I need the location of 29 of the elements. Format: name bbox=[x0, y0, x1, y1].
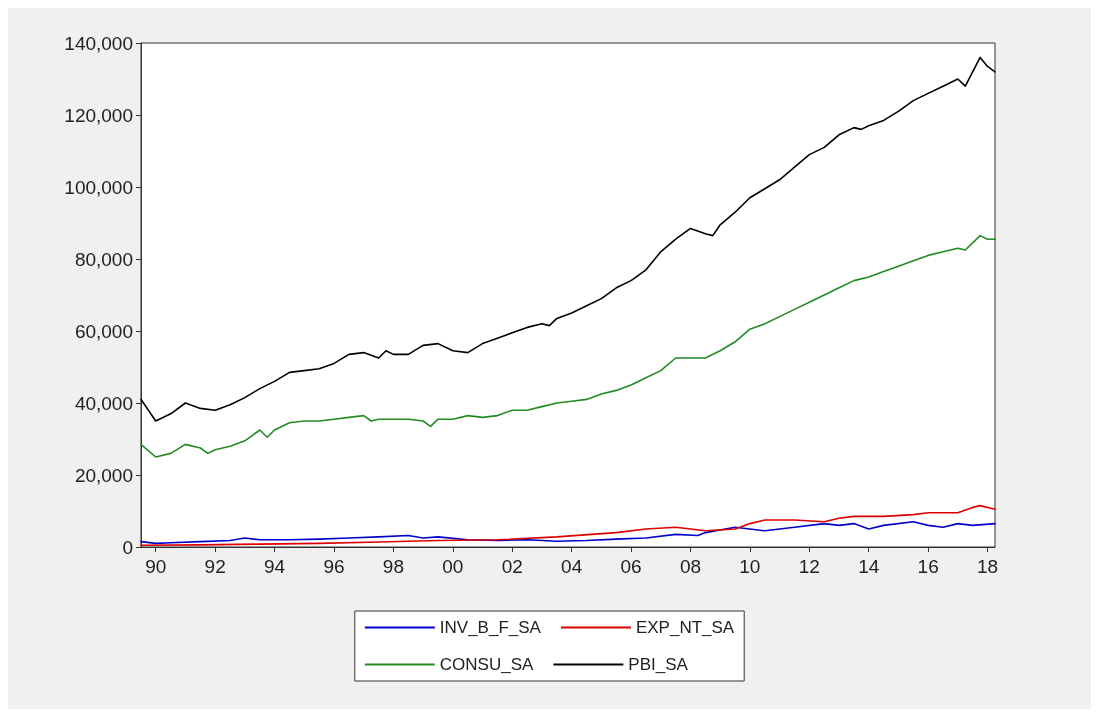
line-series bbox=[140, 234, 996, 458]
x-tick-label: 18 bbox=[976, 556, 999, 577]
x-tick-label: 08 bbox=[679, 556, 702, 577]
legend-label: CONSU_SA bbox=[439, 655, 534, 674]
x-tick-label: 16 bbox=[917, 556, 939, 577]
x-tick-label: 90 bbox=[145, 556, 167, 577]
legend-label: INV_B_F_SA bbox=[439, 618, 542, 637]
line-series bbox=[140, 56, 996, 422]
y-tick-label: 0 bbox=[122, 536, 133, 558]
x-tick-label: 00 bbox=[442, 556, 464, 577]
x-tick-label: 02 bbox=[501, 556, 523, 577]
y-tick-label: 120,000 bbox=[64, 104, 133, 126]
x-tick-label: 98 bbox=[382, 556, 404, 577]
legend-label: PBI_SA bbox=[628, 655, 689, 674]
legend-label: EXP_NT_SA bbox=[635, 618, 735, 637]
x-tick-label: 06 bbox=[620, 556, 642, 577]
y-tick-label: 140,000 bbox=[64, 32, 133, 54]
x-tick-label: 14 bbox=[858, 556, 880, 577]
x-tick-label: 94 bbox=[263, 556, 286, 577]
x-tick-label: 04 bbox=[561, 556, 583, 577]
y-tick-label: 20,000 bbox=[74, 464, 133, 486]
x-tick-label: 12 bbox=[798, 556, 820, 577]
x-tick-label: 10 bbox=[739, 556, 761, 577]
x-tick-label: 96 bbox=[323, 556, 345, 577]
y-tick-label: 80,000 bbox=[74, 248, 133, 270]
y-tick-label: 40,000 bbox=[74, 392, 133, 414]
y-tick-label: 100,000 bbox=[64, 176, 133, 198]
x-tick-label: 92 bbox=[204, 556, 226, 577]
y-tick-label: 60,000 bbox=[74, 320, 133, 342]
